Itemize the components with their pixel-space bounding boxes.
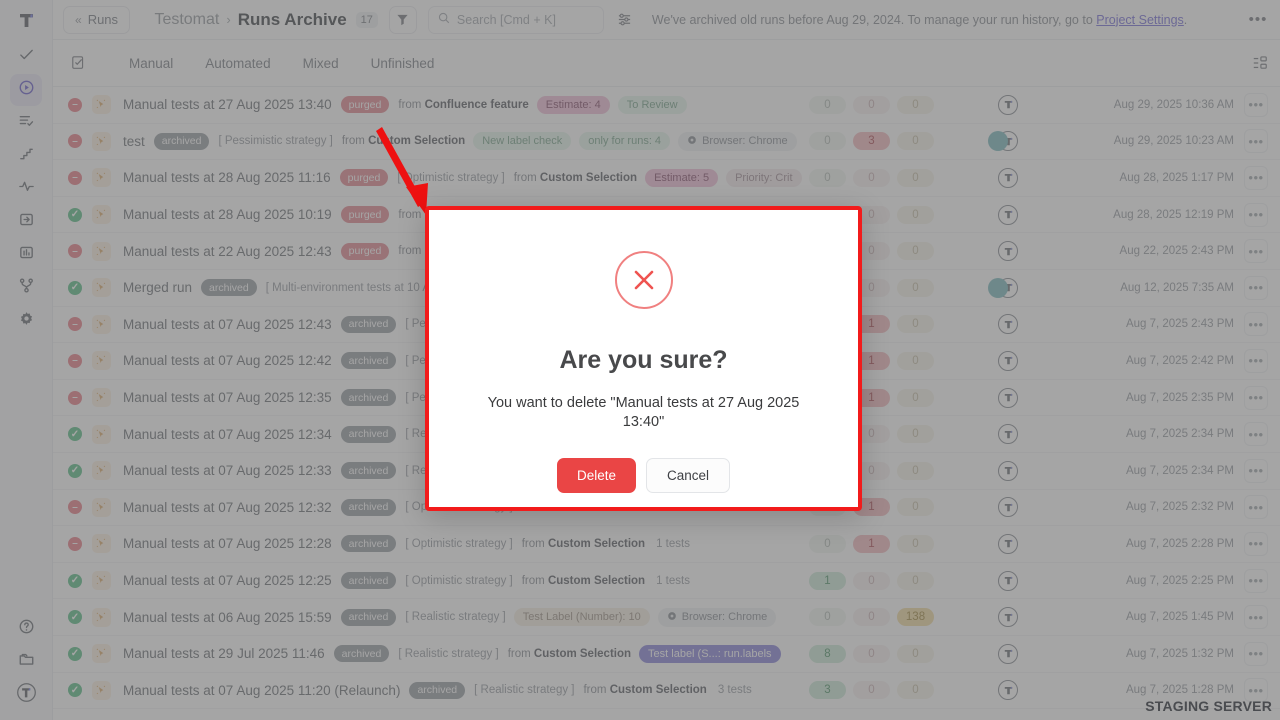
pointer-arrow [376,127,428,215]
error-circle-x-icon [614,251,673,309]
dialog-message: You want to delete "Manual tests at 27 A… [487,395,800,430]
cancel-button[interactable]: Cancel [646,458,731,494]
delete-button[interactable]: Delete [556,458,636,494]
staging-server-badge: STAGING SERVER [1145,698,1272,714]
dialog-actions: Delete Cancel [556,458,731,494]
delete-confirmation-dialog: Are you sure? You want to delete "Manual… [432,213,855,504]
delete-confirmation-highlight: Are you sure? You want to delete "Manual… [425,206,862,511]
dialog-title: Are you sure? [559,346,728,374]
